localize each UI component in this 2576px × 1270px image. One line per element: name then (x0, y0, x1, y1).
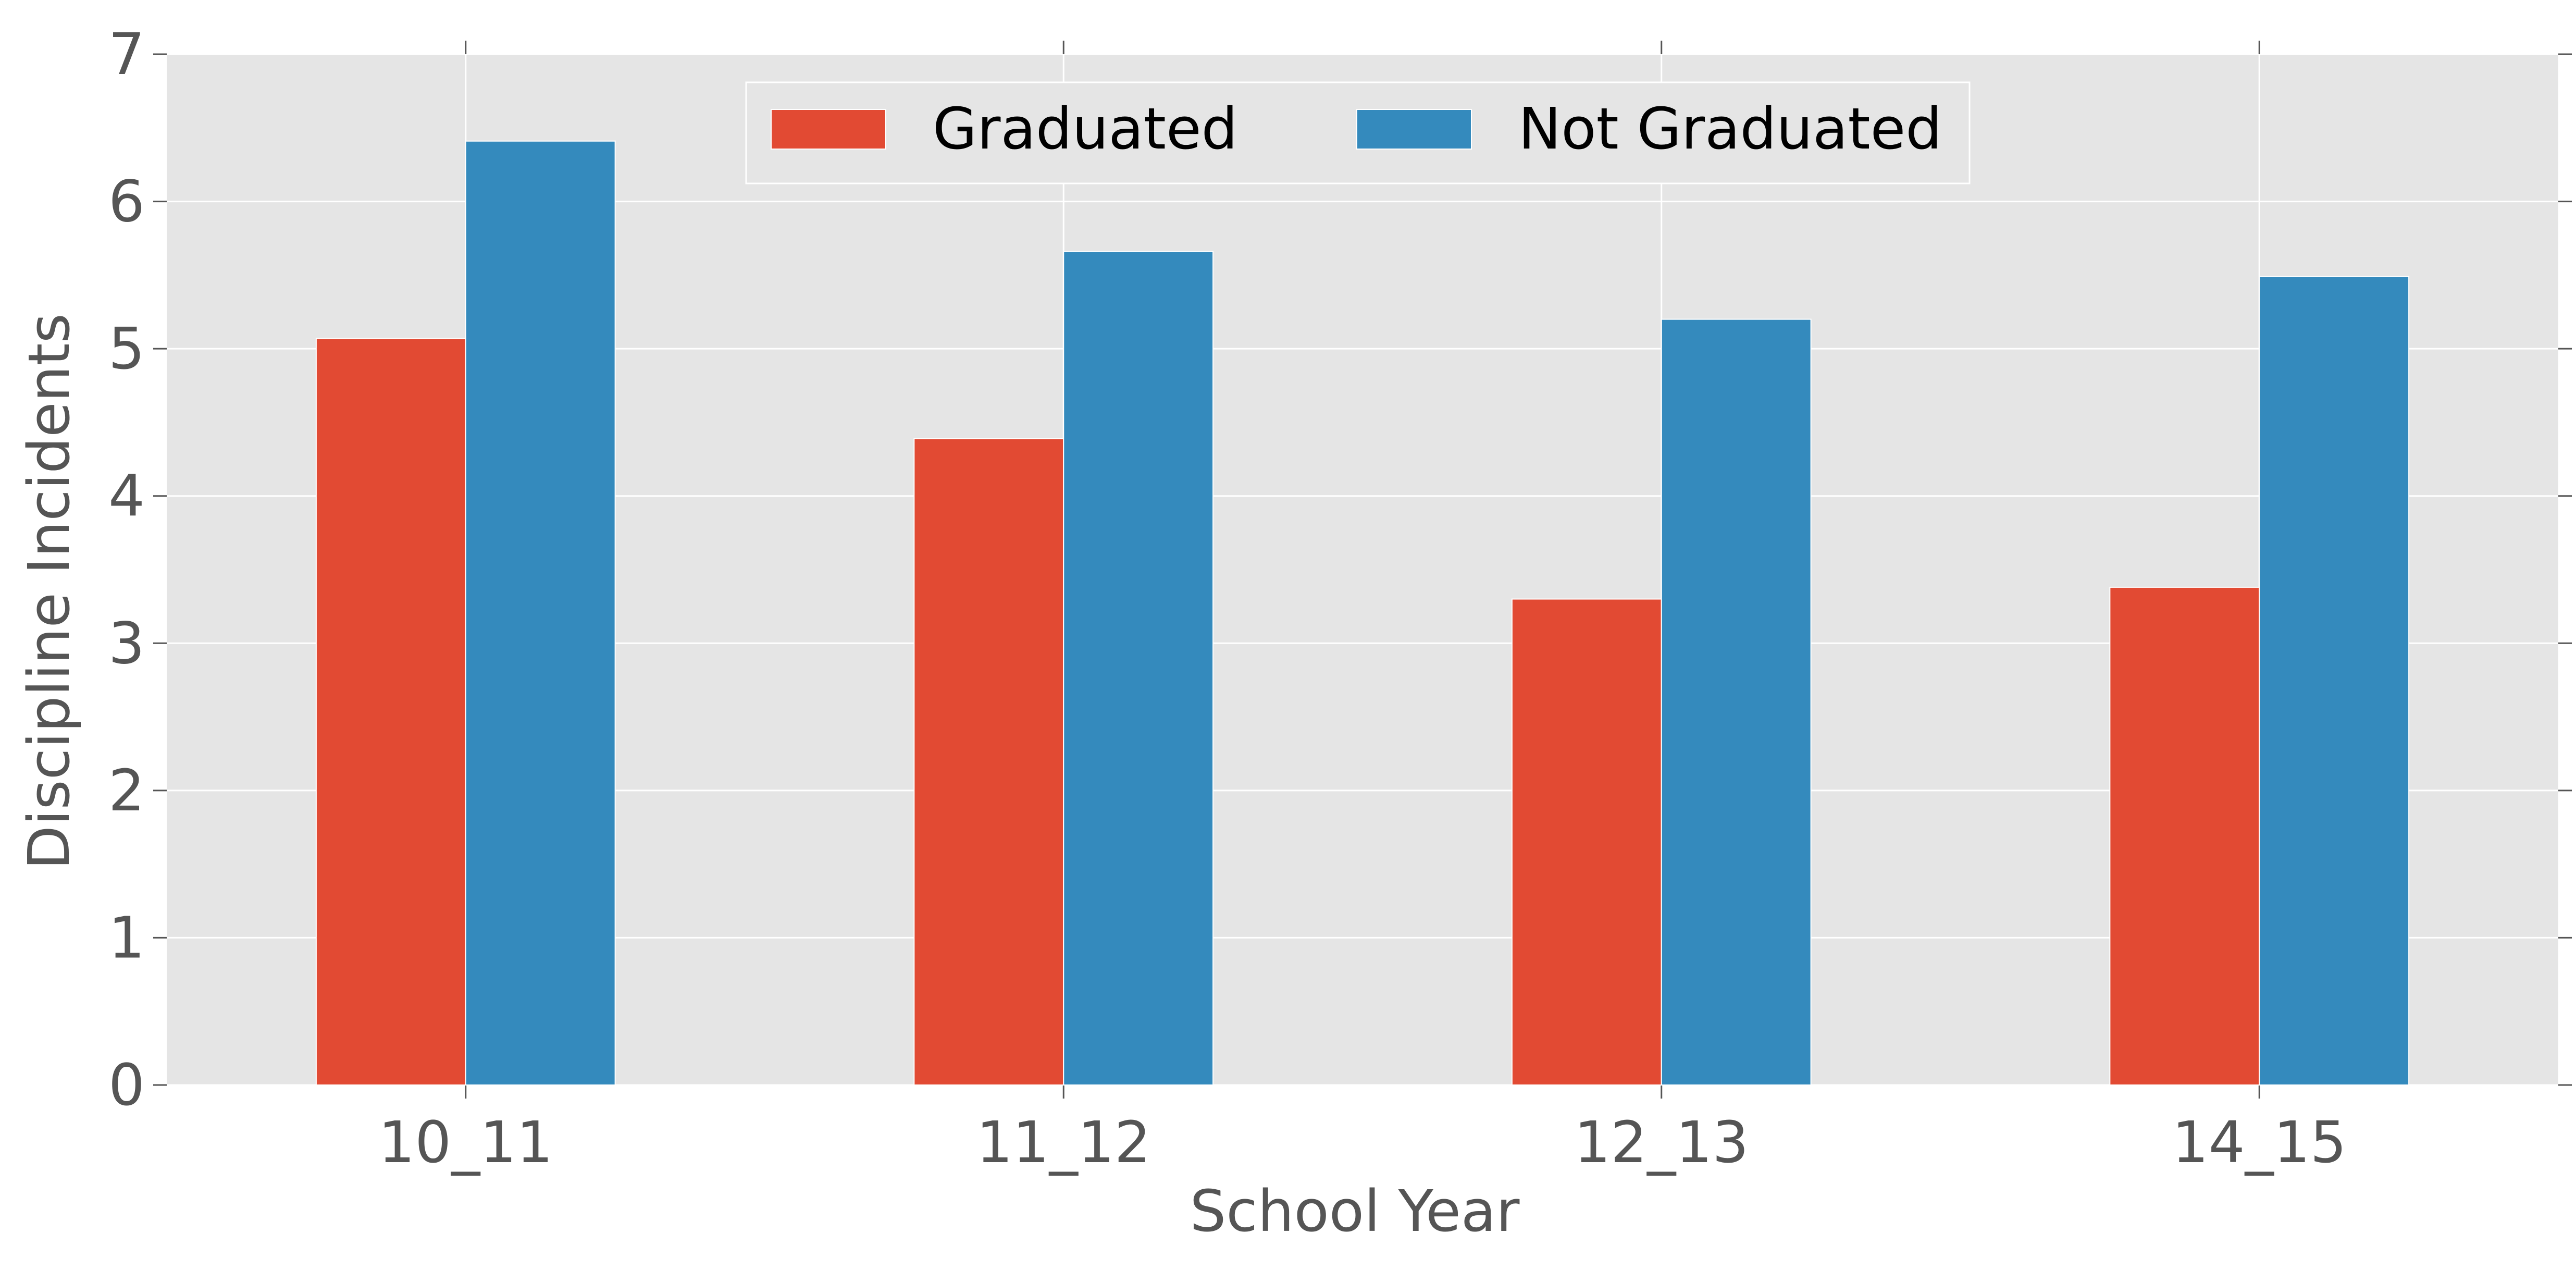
legend-label-not-graduated: Not Graduated (1518, 95, 1942, 162)
legend-swatch-graduated (771, 109, 886, 150)
y-tick-label: 7 (108, 21, 145, 88)
y-tick-label: 4 (108, 463, 145, 529)
axis-ticks (153, 41, 2572, 1099)
x-tick-label: 14_15 (2172, 1109, 2347, 1176)
legend: Graduated Not Graduated (745, 81, 1971, 184)
legend-swatch-not-graduated (1356, 109, 1472, 150)
x-tick-labels: 10_11 11_12 12_13 14_15 (378, 1109, 2346, 1176)
x-tick-label: 12_13 (1574, 1109, 1749, 1176)
bar-not-graduated (465, 140, 616, 1086)
y-tick-label: 6 (108, 168, 145, 235)
bar-graduated (1511, 598, 1662, 1086)
y-axis-title: Discipline Incidents (16, 313, 82, 870)
bar-not-graduated (1063, 251, 1214, 1086)
y-tick-labels: 0 1 2 3 4 5 6 7 (108, 21, 145, 1118)
y-tick-label: 5 (108, 315, 145, 382)
x-axis-title: School Year (1190, 1178, 1520, 1244)
bar-graduated (2109, 586, 2260, 1086)
x-tick-label: 11_12 (976, 1109, 1151, 1176)
y-tick-label: 3 (108, 610, 145, 676)
bar-not-graduated (2259, 276, 2410, 1086)
bar-graduated (315, 338, 466, 1086)
y-tick-label: 2 (108, 757, 145, 824)
y-tick-label: 1 (108, 904, 145, 971)
bars (315, 140, 2410, 1086)
y-tick-label: 0 (108, 1052, 145, 1118)
x-tick-label: 10_11 (378, 1109, 553, 1176)
bar-not-graduated (1661, 318, 1812, 1086)
bar-graduated (913, 438, 1064, 1086)
legend-label-graduated: Graduated (933, 95, 1237, 162)
